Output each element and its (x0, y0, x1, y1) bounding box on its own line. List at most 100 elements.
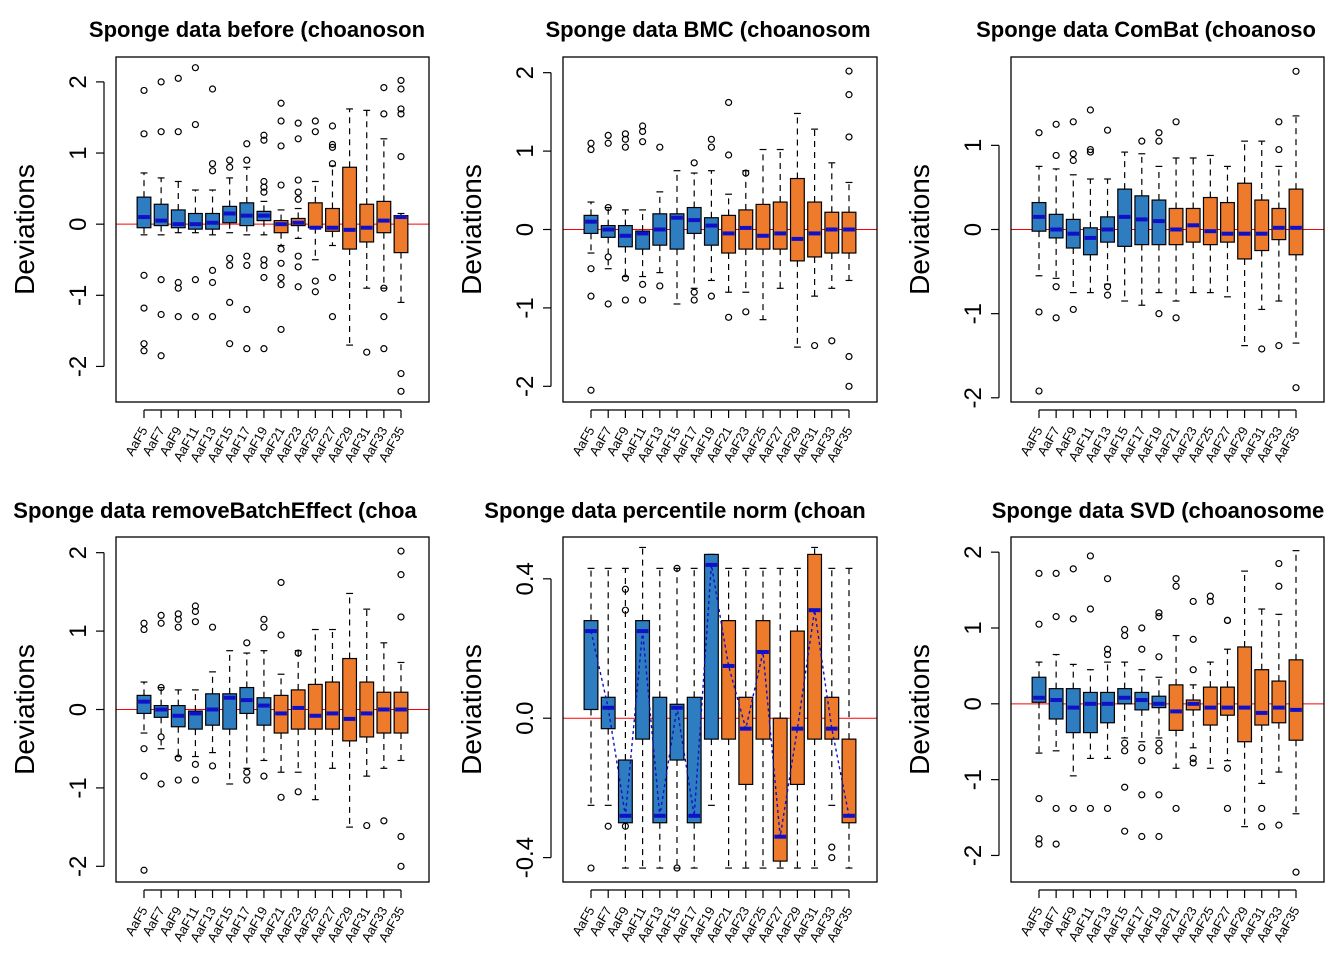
box-AaF21 (273, 578, 289, 801)
y-tick-label: -1 (960, 303, 987, 324)
outlier-point (311, 117, 319, 125)
box-AaF27 (1220, 165, 1235, 298)
outlier-point (1138, 744, 1146, 752)
box-AaF9 (170, 610, 186, 784)
outlier-point (243, 345, 251, 353)
outlier-point (621, 585, 630, 593)
y-tick-label: -2 (65, 356, 92, 377)
outlier-point (191, 760, 199, 768)
outlier-point (328, 140, 337, 149)
y-tick-label: 1 (65, 146, 92, 159)
iqr-box (1271, 680, 1287, 724)
outlier-point (707, 135, 716, 143)
outlier-point (1155, 137, 1163, 145)
iqr-box (1288, 659, 1304, 741)
box-AaF5 (136, 619, 152, 874)
outlier-point (174, 284, 182, 292)
box-AaF5 (1031, 129, 1047, 395)
y-axis: -2 -1 0 1 (960, 139, 1000, 408)
outlier-point (208, 313, 217, 321)
x-axis: AaF5AaF7AaF9AaF11AaF13AaF15AaF17AaF19AaF… (1017, 889, 1303, 945)
box-AaF33 (376, 642, 392, 825)
box-AaF9 (170, 74, 186, 321)
iqr-box (393, 691, 409, 734)
outlier-point (397, 76, 405, 85)
outlier-point (690, 159, 698, 167)
box-AaF31 (807, 128, 823, 350)
chart-panel-4: Sponge data removeBatchEffect (choa -2 -1… (9, 498, 430, 945)
box-AaF5 (583, 567, 599, 872)
outlier-point (277, 181, 285, 189)
outlier-point (294, 252, 302, 260)
x-axis: AaF5AaF7AaF9AaF11AaF13AaF15AaF17AaF19AaF… (1017, 409, 1303, 465)
outlier-point (157, 276, 165, 284)
iqr-box (376, 200, 392, 234)
iqr-box (738, 696, 754, 786)
panel-4-title: Sponge data removeBatchEffect (choa (13, 498, 417, 523)
outlier-point (638, 280, 647, 288)
x-axis: AaF5AaF7AaF9AaF11AaF13AaF15AaF17AaF19AaF… (122, 889, 408, 945)
outlier-point (243, 639, 251, 647)
outlier-point (1103, 283, 1112, 291)
outlier-point (328, 273, 337, 282)
outlier-point (587, 864, 595, 872)
outlier-point (1069, 804, 1077, 813)
iqr-box (376, 691, 392, 734)
box-AaF5 (1031, 569, 1047, 848)
box-AaF7 (1048, 120, 1064, 322)
outlier-point (226, 261, 234, 270)
box-AaF25 (307, 628, 323, 801)
outlier-point (243, 768, 251, 776)
iqr-box (772, 201, 788, 250)
box-AaF23 (290, 119, 306, 291)
iqr-box (824, 211, 840, 254)
outlier-point (208, 167, 217, 175)
outlier-point (174, 74, 182, 82)
panel-3-title: Sponge data ComBat (choanoso (976, 17, 1316, 42)
box-AaF7 (600, 567, 616, 830)
iqr-box (1168, 207, 1184, 246)
outlier-point (397, 110, 405, 118)
outlier-point (243, 776, 251, 784)
outlier-point (208, 278, 217, 287)
outlier-point (311, 277, 319, 285)
box-AaF27 (772, 148, 788, 289)
outlier-point (587, 145, 595, 154)
box-AaF11 (187, 64, 203, 321)
outlier-point (1052, 569, 1060, 577)
outlier-point (260, 623, 268, 631)
outlier-point (1292, 868, 1300, 876)
y-tick-label: 0 (960, 223, 987, 236)
box-AaF21 (1168, 118, 1184, 322)
box-AaF25 (1202, 154, 1218, 294)
outlier-point (208, 762, 217, 770)
outlier-point (1035, 794, 1043, 803)
outlier-point (243, 305, 251, 314)
box-AaF13 (652, 567, 668, 869)
outlier-point (380, 345, 388, 353)
box-AaF15 (222, 156, 238, 348)
iqr-box (721, 620, 737, 740)
outlier-point (1275, 559, 1283, 568)
box-AaF19 (703, 553, 719, 806)
iqr-box (1220, 686, 1235, 716)
outlier-point (1258, 345, 1266, 353)
outlier-point (742, 308, 750, 316)
outlier-point (673, 864, 681, 872)
outlier-point (1155, 613, 1163, 621)
outlier-point (1035, 387, 1043, 395)
outlier-point (742, 169, 750, 177)
iqr-box (307, 202, 323, 229)
plot-frame (115, 536, 430, 883)
iqr-box (136, 196, 152, 229)
outlier-point (260, 273, 268, 282)
iqr-box (652, 696, 668, 824)
iqr-box (187, 212, 203, 230)
box-AaF9 (1065, 565, 1081, 813)
outlier-point (1086, 552, 1095, 560)
box-AaF17 (239, 639, 255, 784)
y-tick-label: -2 (960, 845, 987, 866)
outlier-point (1103, 650, 1112, 659)
x-axis: AaF5AaF7AaF9AaF11AaF13AaF15AaF17AaF19AaF… (569, 409, 856, 465)
